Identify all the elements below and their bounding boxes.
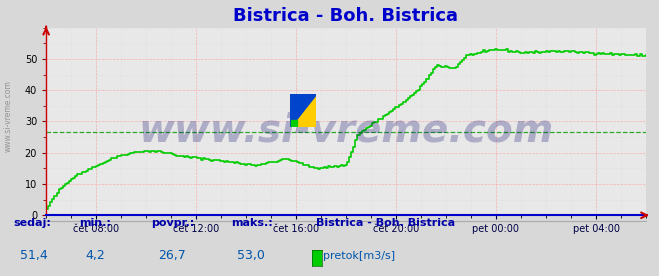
Text: Bistrica - Boh. Bistrica: Bistrica - Boh. Bistrica (316, 218, 455, 228)
Text: min.:: min.: (79, 218, 111, 228)
Text: 26,7: 26,7 (158, 250, 186, 262)
Text: maks.:: maks.: (231, 218, 272, 228)
Polygon shape (290, 94, 316, 127)
Text: www.si-vreme.com: www.si-vreme.com (3, 80, 13, 152)
Title: Bistrica - Boh. Bistrica: Bistrica - Boh. Bistrica (233, 7, 459, 25)
Text: www.si-vreme.com: www.si-vreme.com (138, 112, 554, 150)
Text: 53,0: 53,0 (237, 250, 265, 262)
Text: povpr.:: povpr.: (152, 218, 195, 228)
Polygon shape (290, 94, 316, 127)
Text: sedaj:: sedaj: (13, 218, 51, 228)
Text: 51,4: 51,4 (20, 250, 47, 262)
Bar (291, 120, 297, 126)
Text: 4,2: 4,2 (86, 250, 105, 262)
Text: pretok[m3/s]: pretok[m3/s] (316, 251, 395, 261)
